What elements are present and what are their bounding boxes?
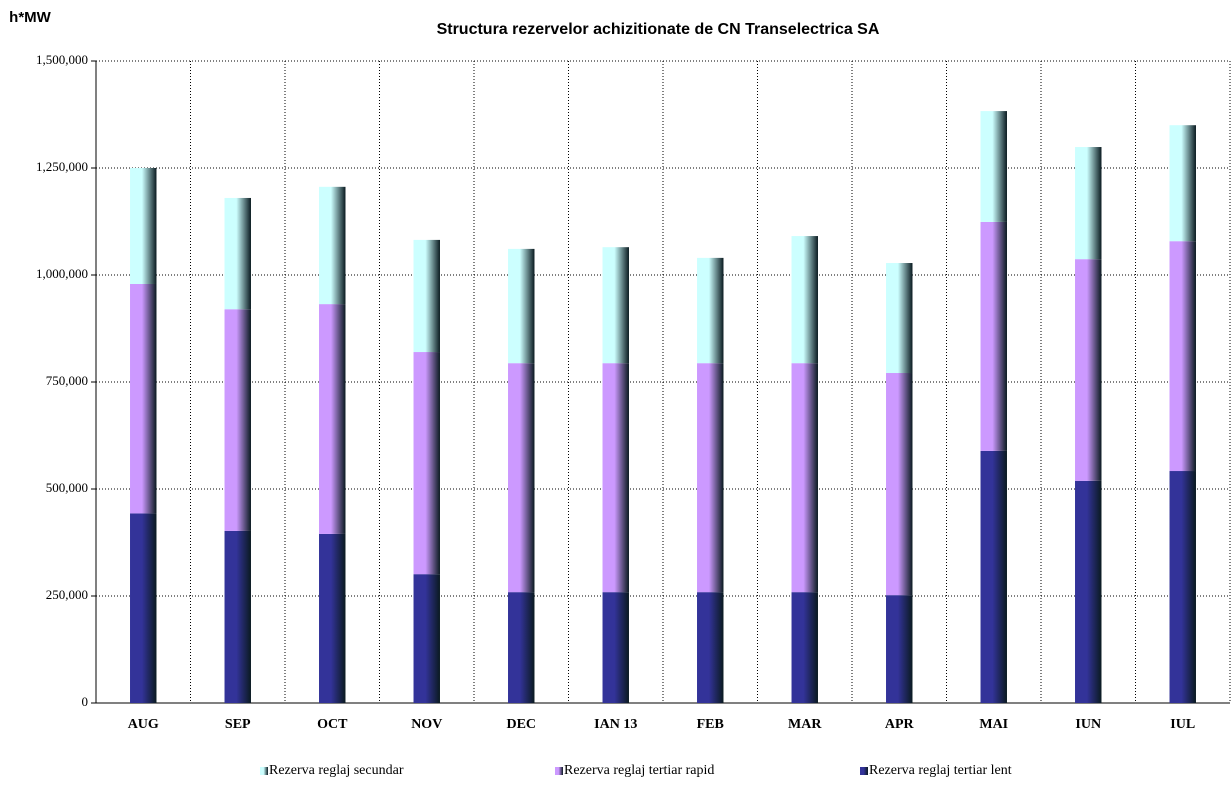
y-tick-label: 1,500,000 — [36, 52, 88, 67]
bar-segment — [980, 221, 1007, 451]
x-tick-label: MAR — [788, 717, 822, 732]
legend-swatch — [555, 767, 563, 775]
y-tick-label: 500,000 — [46, 480, 88, 495]
bar-segment — [697, 592, 724, 703]
x-tick-label: FEB — [697, 717, 724, 732]
bar-segment — [1169, 125, 1196, 242]
bar-segment — [791, 592, 818, 703]
chart-title: Structura rezervelor achizitionate de CN… — [437, 21, 880, 38]
bar-segment — [886, 595, 913, 703]
bar-segment — [602, 363, 629, 593]
x-tick-label: SEP — [225, 717, 251, 732]
x-tick-label: IUN — [1075, 717, 1101, 732]
bar-segment — [697, 363, 724, 593]
bar-segment — [413, 352, 440, 575]
legend-swatch — [260, 767, 268, 775]
bar-segment — [602, 592, 629, 703]
bar-segment — [130, 283, 157, 514]
bar-segment — [697, 257, 724, 364]
y-tick-label: 0 — [82, 694, 89, 709]
x-tick-label: APR — [885, 717, 915, 732]
bar-segment — [319, 186, 346, 305]
legend-label: Rezerva reglaj tertiar lent — [869, 763, 1012, 778]
bar-segment — [508, 248, 535, 364]
y-tick-label: 1,250,000 — [36, 159, 88, 174]
y-tick-label: 250,000 — [46, 587, 88, 602]
bar-segment — [602, 247, 629, 364]
legend-swatch — [860, 767, 868, 775]
bar-segment — [224, 530, 251, 703]
bar-segment — [130, 513, 157, 703]
legend-label: Rezerva reglaj tertiar rapid — [564, 763, 714, 778]
y-tick-label: 750,000 — [46, 373, 88, 388]
bar-segment — [791, 363, 818, 593]
bar-segment — [1075, 480, 1102, 703]
bar-segment — [224, 197, 251, 310]
bar-segment — [1169, 471, 1196, 703]
bar-segment — [980, 450, 1007, 703]
bar-segment — [413, 239, 440, 353]
bar-segment — [319, 533, 346, 703]
bar-segment — [413, 574, 440, 703]
x-tick-label: IUL — [1170, 717, 1195, 732]
bar-segment — [980, 111, 1007, 222]
bar-segment — [319, 304, 346, 534]
bar-segment — [130, 168, 157, 284]
bar-segment — [886, 263, 913, 374]
bar-segment — [1075, 147, 1102, 260]
x-tick-label: OCT — [317, 717, 348, 732]
bar-segment — [508, 592, 535, 703]
x-tick-label: DEC — [506, 717, 536, 732]
x-tick-label: NOV — [411, 717, 442, 732]
legend-label: Rezerva reglaj secundar — [269, 763, 404, 778]
bar-segment — [508, 363, 535, 593]
bar-segment — [886, 373, 913, 596]
x-tick-label: IAN 13 — [594, 717, 637, 732]
y-tick-label: 1,000,000 — [36, 266, 88, 281]
x-tick-label: AUG — [128, 717, 159, 732]
bar-segment — [224, 309, 251, 531]
bar-segment — [791, 236, 818, 364]
x-tick-label: MAI — [979, 717, 1008, 732]
bar-segment — [1075, 259, 1102, 481]
y-axis-label: h*MW — [9, 9, 51, 26]
bar-segment — [1169, 241, 1196, 472]
